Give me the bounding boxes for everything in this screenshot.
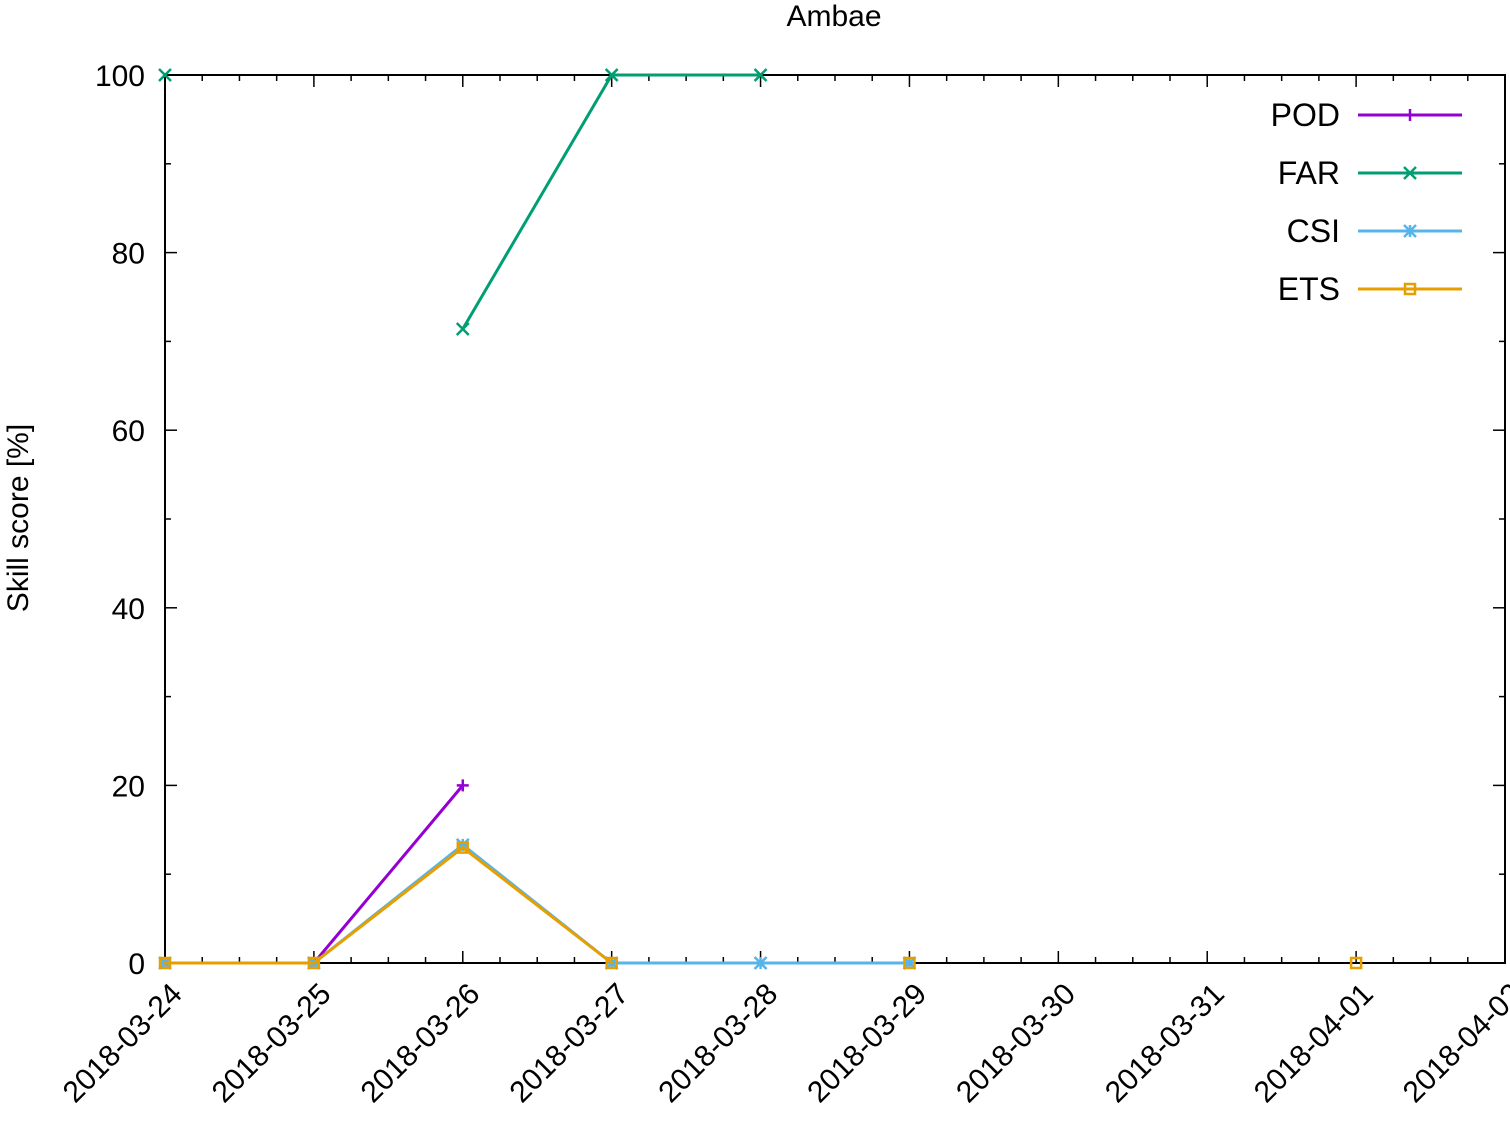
marker-stroke [455,322,470,336]
marker-square [456,841,470,854]
series-line-segment [312,783,465,965]
y-tick-label: 0 [128,948,145,981]
x-tick-label: 2018-03-29 [801,977,933,1109]
marker-stroke [1403,166,1417,180]
series-line-segment [461,73,614,331]
y-tick-label: 40 [112,593,145,626]
legend-label: CSI [1287,213,1340,249]
series-far [158,68,768,336]
series-ets [158,841,1363,970]
data-point [158,68,172,82]
marker-square [1403,282,1417,296]
data-point [753,956,768,970]
marker-stroke [753,956,768,970]
y-tick-label: 60 [112,415,145,448]
marker-square [605,956,618,970]
marker-square [158,956,172,970]
x-tick-label: 2018-03-31 [1099,977,1231,1109]
x-tick-label: 2018-03-26 [355,977,487,1109]
marker-stroke [753,68,768,82]
x-tick-label: 2018-04-01 [1248,977,1380,1109]
data-point [604,68,619,82]
y-tick-label: 20 [112,770,145,803]
data-point [307,956,321,970]
legend-swatch-marker [1404,109,1416,121]
marker-stroke [158,68,172,82]
x-tick-label: 2018-03-27 [503,977,635,1109]
x-tick-label: 2018-03-30 [950,977,1082,1109]
series-line-segment [461,846,614,965]
data-point [605,956,618,970]
legend-label: ETS [1278,271,1340,307]
x-tick-label: 2018-03-28 [652,977,784,1109]
y-tick-label: 80 [112,238,145,271]
plot-border [164,74,1506,964]
legend-label: FAR [1278,155,1340,191]
marker-square [1349,956,1363,970]
y-tick-label: 100 [95,60,145,93]
y-axis: 0 20 40 60 80 100 [95,60,1505,981]
data-point [456,779,469,792]
legend-swatch-marker [1403,166,1417,180]
data-point [456,841,470,854]
legend-swatch-marker [1403,282,1417,296]
marker-stroke [1403,224,1417,238]
series-line-segment [312,846,465,965]
plot-area [164,74,1506,964]
x-tick-label: 2018-04-02 [1397,977,1510,1109]
chart-title: Ambae [786,0,881,33]
legend-label: POD [1271,97,1340,133]
data-point [1349,956,1363,970]
data-point [753,68,768,82]
marker-stroke [604,68,619,82]
legend-swatch-marker [1403,224,1417,238]
legend: POD FAR CSI ETS [1271,97,1462,307]
marker-square [307,956,321,970]
data-point [903,956,916,970]
series-pod [159,779,469,969]
data-point [158,956,172,970]
marker-square [903,956,916,970]
y-axis-label: Skill score [%] [2,424,35,612]
series-layer [158,68,1363,970]
x-tick-label: 2018-03-25 [206,977,338,1109]
data-point [455,322,470,336]
x-tick-label: 2018-03-24 [57,977,189,1109]
